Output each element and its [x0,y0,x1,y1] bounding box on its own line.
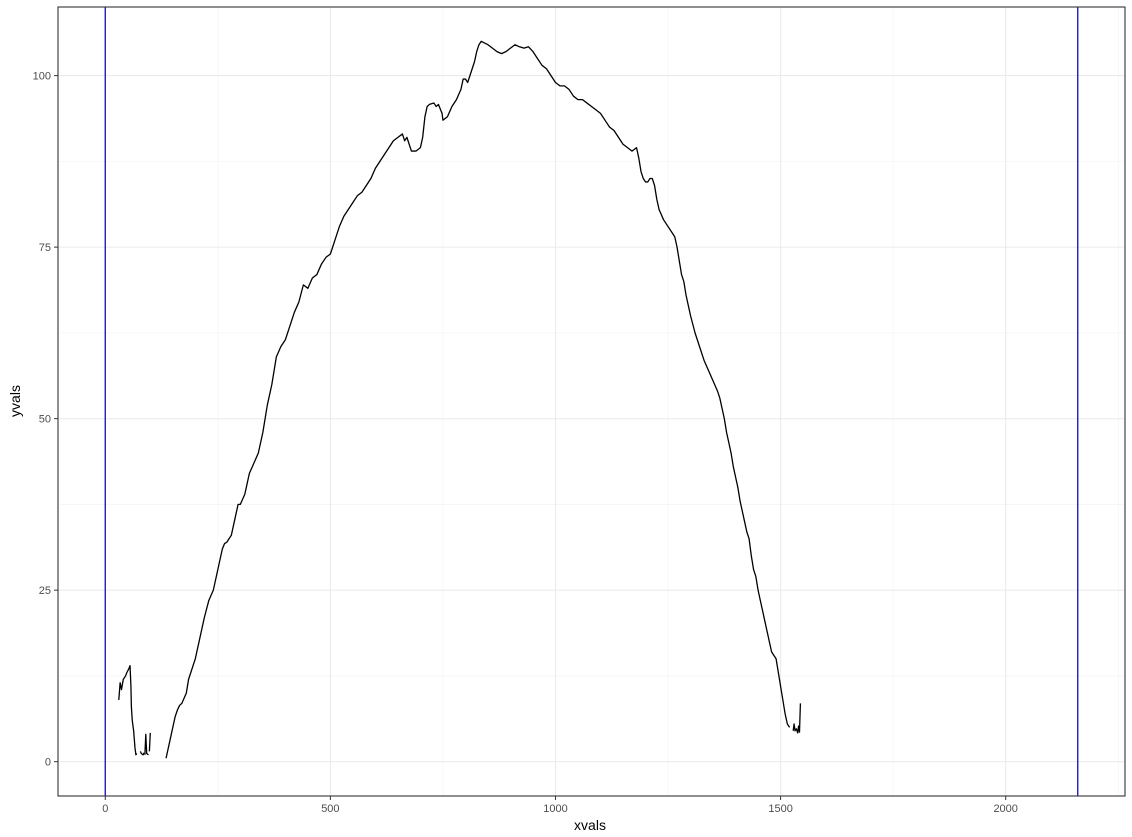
x-axis-title: xvals [574,817,606,833]
panel-border [57,6,1126,797]
series-line-segment [148,732,151,752]
x-tick-label: 2000 [993,803,1017,815]
reference-lines [104,7,1079,796]
x-tick-label: 1000 [543,803,567,815]
series-line-segment [144,733,149,756]
y-tick-label: 0 [45,757,51,769]
y-axis-title: yvals [7,385,23,417]
x-tick-label: 500 [321,803,339,815]
series-line-segment [792,703,802,734]
series-line-segment [139,751,145,756]
x-tick-label: 1500 [768,803,792,815]
y-tick-label: 100 [33,71,51,83]
minor-gridlines [58,7,1125,796]
y-tick-label: 50 [39,414,51,426]
y-axis-ticks: 0 25 50 75 100 [33,71,58,769]
y-tick-label: 75 [39,242,51,254]
y-tick-label: 25 [39,585,51,597]
data-series [118,40,802,759]
series-line-segment [165,40,791,759]
series-line-segment [118,664,138,756]
x-tick-label: 0 [102,803,108,815]
x-axis-ticks: 0 500 1000 1500 2000 [102,796,1018,815]
